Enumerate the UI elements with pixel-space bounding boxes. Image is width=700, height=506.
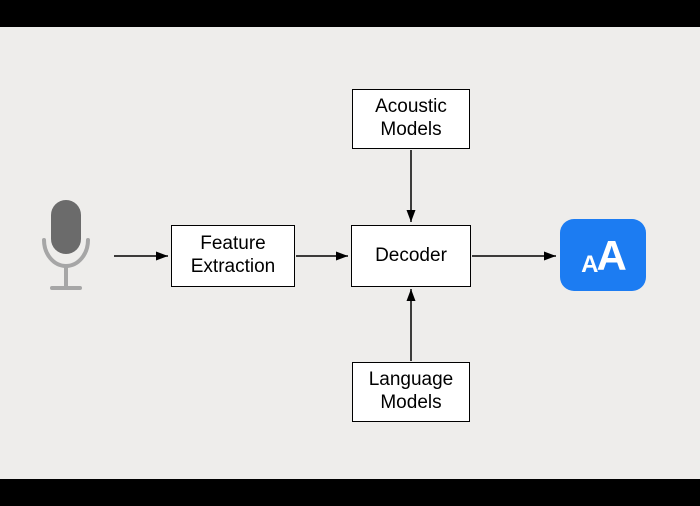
feature-extraction-label: Feature Extraction (191, 233, 275, 279)
output-big-letter: A (597, 235, 625, 277)
feature-extraction-node: Feature Extraction (171, 225, 295, 287)
microphone-icon (36, 200, 96, 308)
language-models-label: Language Models (369, 369, 454, 415)
acoustic-models-node: Acoustic Models (352, 89, 470, 149)
diagram-canvas: Feature Extraction Acoustic Models Decod… (0, 27, 700, 479)
language-models-node: Language Models (352, 362, 470, 422)
acoustic-models-label: Acoustic Models (375, 96, 447, 142)
text-output-icon: AA (560, 219, 646, 291)
decoder-node: Decoder (351, 225, 471, 287)
output-small-letter: A (581, 253, 596, 277)
decoder-label: Decoder (375, 245, 447, 268)
